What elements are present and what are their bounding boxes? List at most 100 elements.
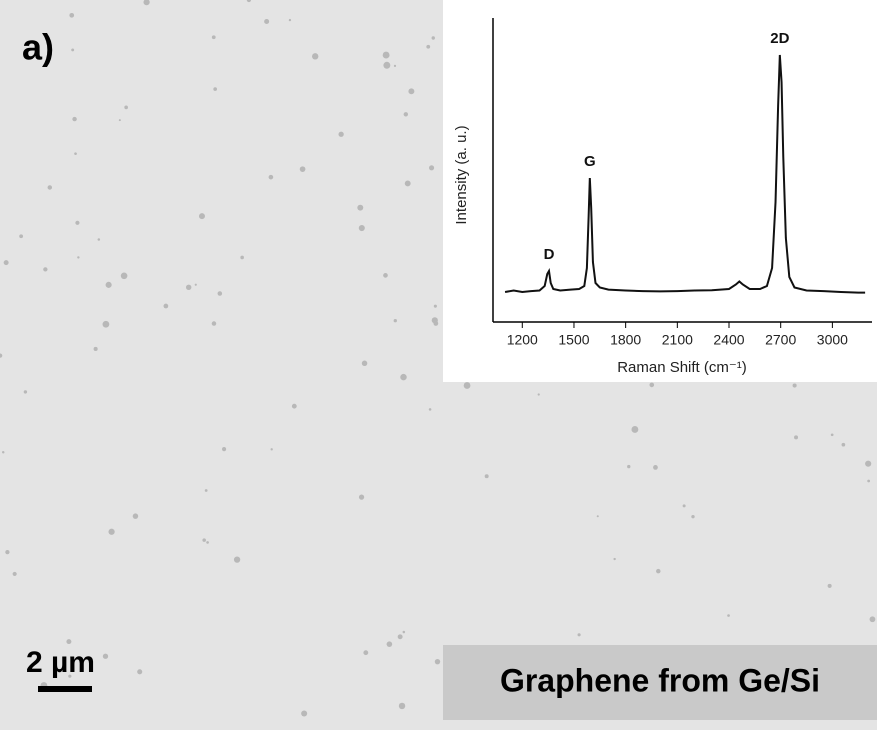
speck	[13, 572, 17, 576]
speck	[195, 284, 197, 286]
speck	[631, 426, 638, 433]
speck	[137, 669, 142, 674]
speck	[362, 361, 368, 367]
speck	[627, 465, 630, 468]
speck	[359, 494, 364, 499]
speck	[828, 584, 832, 588]
x-tick-label: 1800	[610, 332, 641, 348]
speck	[597, 515, 599, 517]
page: a) 2 µm Graphene from Ge/Si Raman Shift …	[0, 0, 877, 730]
speck	[48, 185, 52, 189]
x-axis-label: Raman Shift (cm⁻¹)	[617, 359, 747, 376]
speck	[43, 267, 47, 271]
speck	[831, 433, 834, 436]
speck	[404, 112, 408, 116]
speck	[66, 639, 71, 644]
speck	[485, 474, 489, 478]
speck	[24, 390, 27, 393]
speck	[394, 65, 396, 67]
speck	[408, 88, 414, 94]
speck	[435, 659, 440, 664]
speck	[656, 569, 661, 574]
speck	[363, 650, 368, 655]
speck	[106, 282, 112, 288]
speck	[387, 641, 393, 647]
speck	[394, 319, 397, 322]
caption: Graphene from Ge/Si	[500, 662, 820, 698]
figure: a) 2 µm Graphene from Ge/Si Raman Shift …	[0, 0, 877, 730]
y-axis-label: Intensity (a. u.)	[453, 125, 470, 224]
speck	[103, 321, 110, 328]
speck	[240, 256, 244, 260]
speck	[186, 285, 191, 290]
speck	[794, 435, 798, 439]
speck	[4, 260, 9, 265]
scale-bar	[38, 686, 92, 692]
speck	[429, 165, 434, 170]
speck	[222, 447, 226, 451]
speck	[206, 541, 209, 544]
speck	[77, 256, 79, 258]
speck	[691, 515, 694, 518]
speck	[71, 48, 74, 51]
speck	[793, 383, 797, 387]
speck	[383, 52, 390, 59]
speck	[865, 461, 871, 467]
speck	[218, 291, 223, 296]
speck	[300, 166, 306, 172]
speck	[269, 175, 274, 180]
speck	[426, 45, 430, 49]
speck	[124, 106, 128, 110]
speck	[312, 53, 318, 59]
speck	[133, 513, 138, 518]
speck	[108, 529, 114, 535]
speck	[75, 221, 79, 225]
peak-label: G	[584, 153, 596, 170]
speck	[74, 152, 77, 155]
speck	[867, 480, 870, 483]
x-tick-label: 2400	[713, 332, 744, 348]
speck	[119, 119, 121, 121]
speck	[212, 35, 216, 39]
speck	[121, 272, 128, 279]
speck	[538, 393, 540, 395]
speck	[653, 465, 658, 470]
speck	[2, 451, 4, 453]
speck	[338, 132, 343, 137]
speck	[164, 304, 169, 309]
x-tick-label: 1500	[558, 332, 589, 348]
peak-label: 2D	[770, 30, 789, 47]
speck	[870, 616, 876, 622]
speck	[613, 558, 615, 560]
x-tick-label: 3000	[817, 332, 848, 348]
speck	[199, 213, 205, 219]
speck	[842, 443, 846, 447]
speck	[69, 13, 74, 18]
speck	[357, 205, 363, 211]
x-tick-label: 2700	[765, 332, 796, 348]
speck	[429, 408, 432, 411]
speck	[234, 557, 240, 563]
speck	[94, 347, 98, 351]
speck	[433, 321, 438, 326]
speck	[432, 36, 435, 39]
speck	[72, 117, 76, 121]
speck	[405, 181, 411, 187]
speck	[98, 238, 101, 241]
panel-label: a)	[22, 27, 54, 68]
speck	[19, 234, 23, 238]
speck	[213, 87, 217, 91]
speck	[264, 19, 269, 24]
speck	[434, 305, 437, 308]
speck	[289, 19, 291, 21]
speck	[271, 448, 273, 450]
speck	[212, 321, 217, 326]
speck	[403, 631, 406, 634]
scale-bar-label: 2 µm	[26, 646, 95, 679]
x-tick-label: 1200	[507, 332, 538, 348]
speck	[578, 633, 581, 636]
peak-label: D	[544, 246, 555, 263]
speck	[399, 703, 405, 709]
speck	[292, 404, 297, 409]
speck	[649, 383, 654, 388]
